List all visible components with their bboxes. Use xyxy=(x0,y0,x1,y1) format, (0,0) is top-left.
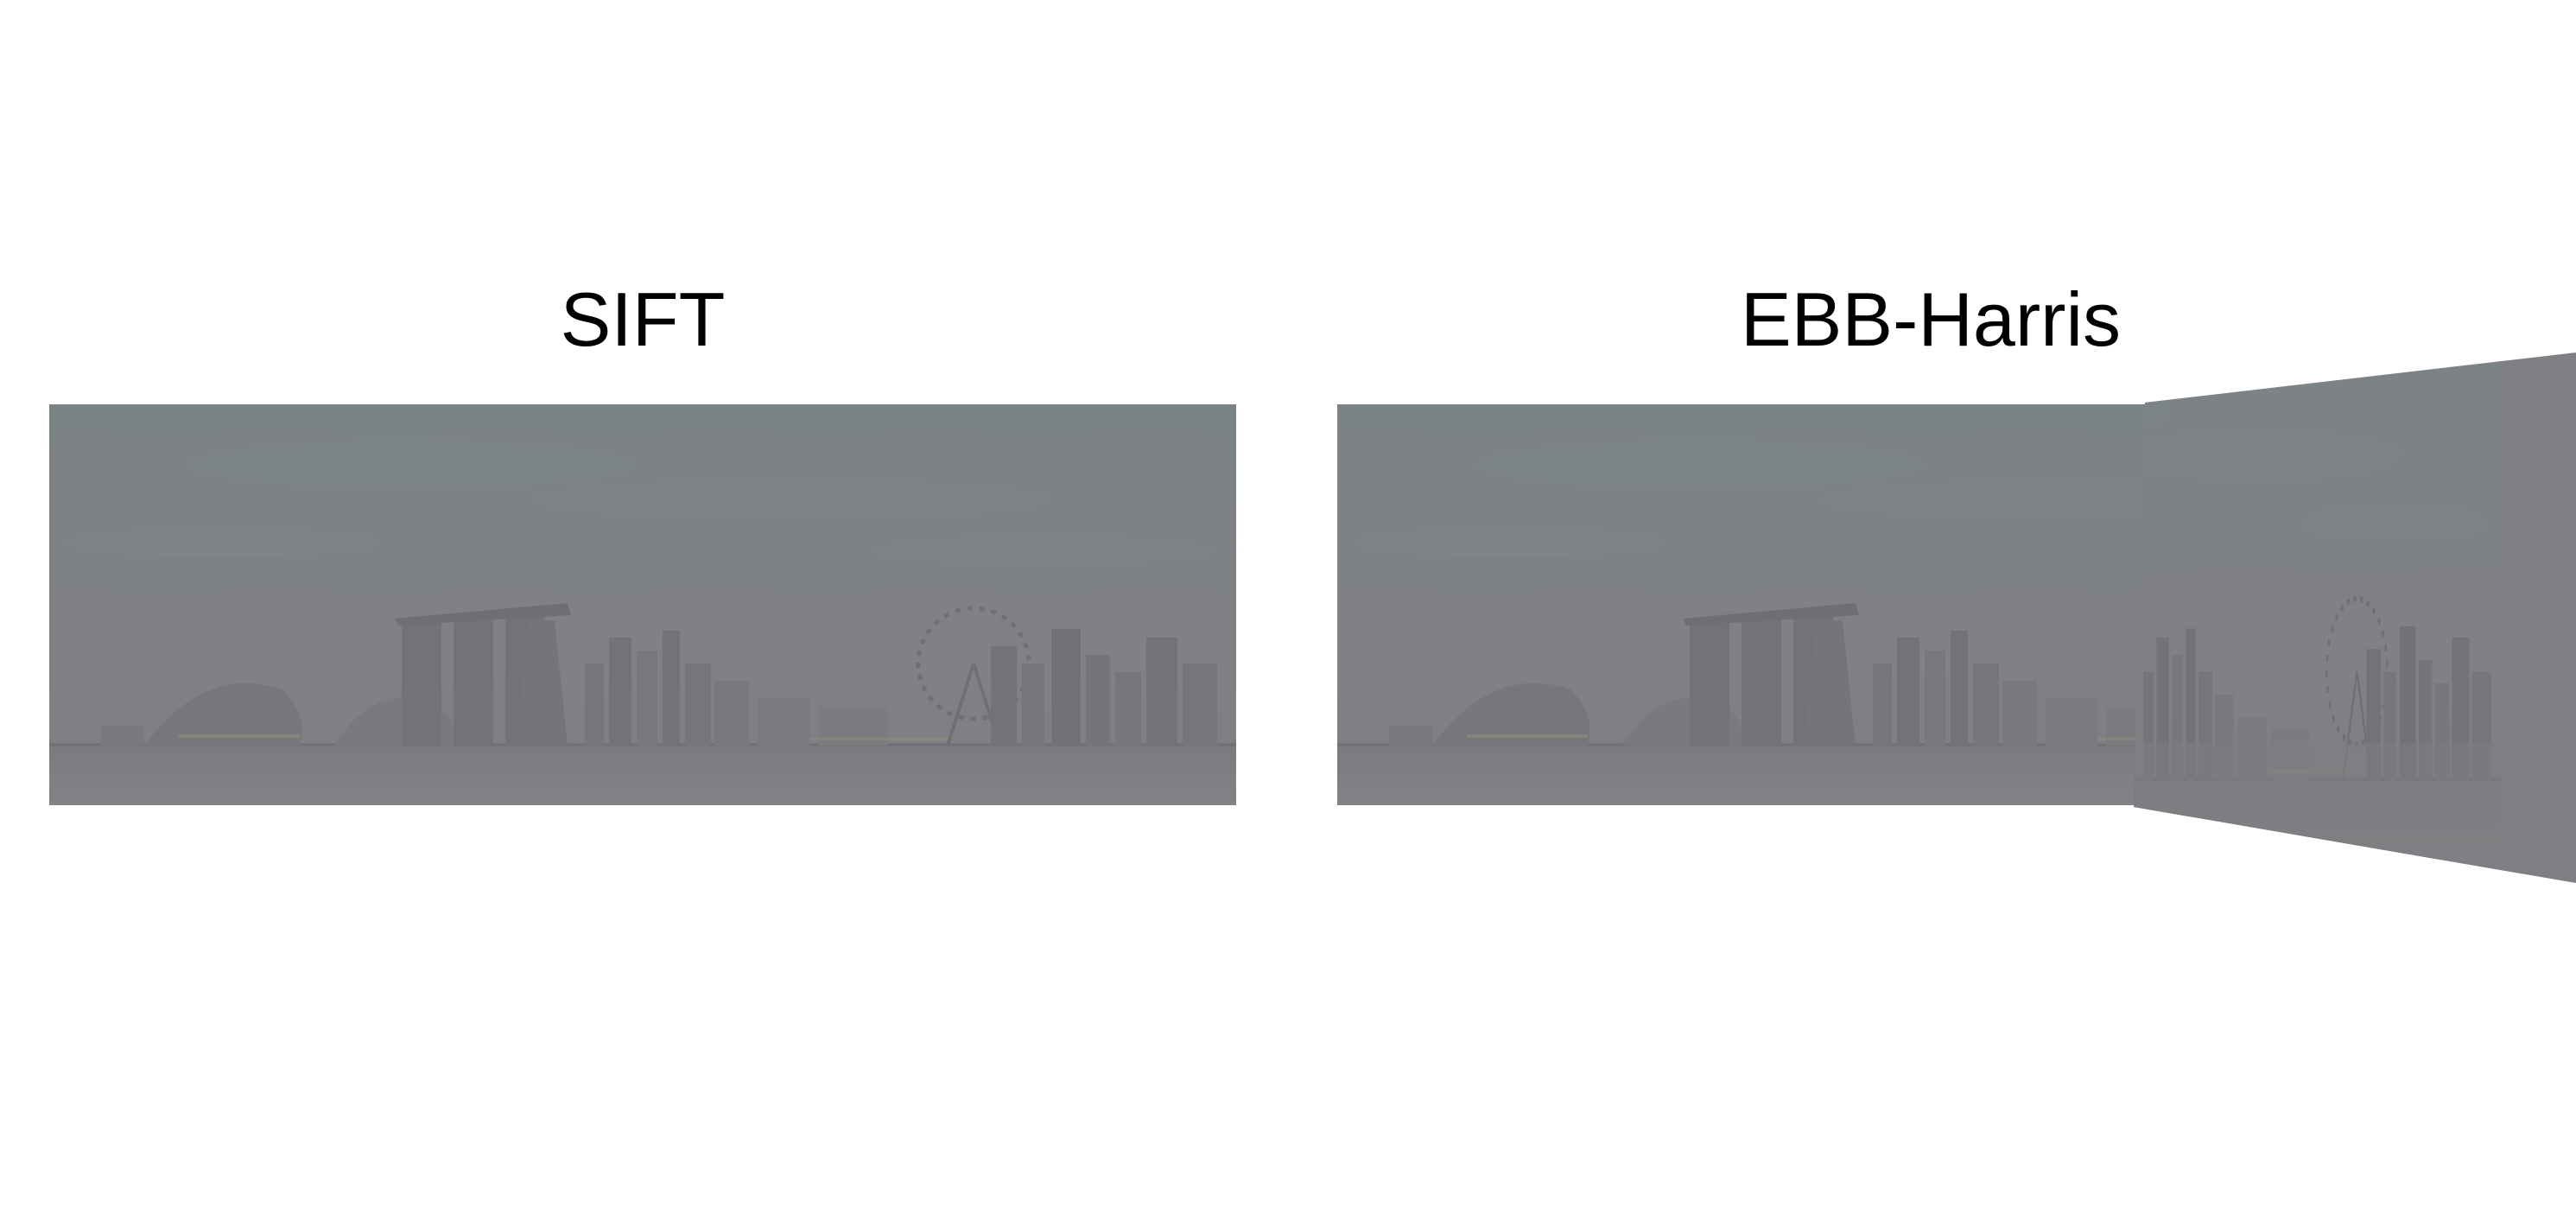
panorama-ebb-harris xyxy=(1337,352,2576,883)
panorama-sift xyxy=(49,404,1236,805)
panel-title-ebb-harris: EBB-Harris xyxy=(1740,276,2122,362)
panel-title-sift: SIFT xyxy=(560,276,726,362)
